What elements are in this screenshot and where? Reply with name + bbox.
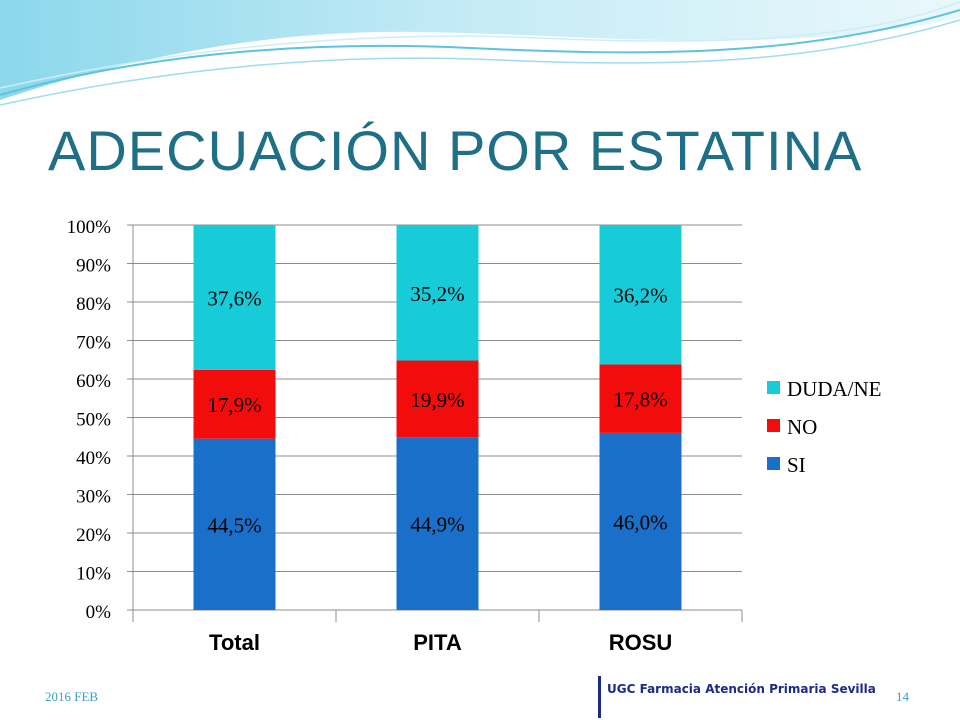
- y-tick-label: 60%: [76, 371, 111, 392]
- data-label: 44,5%: [207, 513, 261, 537]
- y-tick-label: 80%: [76, 294, 111, 315]
- footer-organization-label: UGC Farmacia Atención Primaria Sevilla: [607, 682, 876, 696]
- legend-swatch: [767, 457, 780, 470]
- footer-date: 2016 FEB: [45, 689, 99, 704]
- y-tick-label: 50%: [76, 410, 111, 431]
- bar-dudane-total: [193, 225, 276, 370]
- bar-no-rosu: [599, 364, 682, 433]
- bar-si-rosu: [599, 432, 682, 610]
- bar-dudane-pita: [396, 225, 479, 361]
- y-tick-label: 30%: [76, 487, 111, 508]
- bar-dudane-rosu: [599, 225, 682, 365]
- data-label: 46,0%: [613, 510, 667, 534]
- bar-no-total: [193, 369, 276, 439]
- legend-swatch: [767, 381, 780, 394]
- legend-label: SI: [787, 453, 806, 477]
- y-tick-label: 90%: [76, 256, 111, 277]
- y-tick-label: 0%: [86, 602, 112, 623]
- page-number: 14: [896, 689, 909, 704]
- stacked-bar-chart: 0% 10% 20% 30% 40% 50% 60% 70% 80% 90% 100% 44,5% 17…: [67, 217, 882, 655]
- data-label: 17,8%: [613, 388, 667, 412]
- footer-organization: UGC Farmacia Atención Primaria Sevilla: [598, 676, 876, 718]
- data-label: 36,2%: [613, 284, 667, 308]
- data-label: 44,9%: [410, 513, 464, 537]
- slide-title: ADECUACIÓN POR ESTATINA: [48, 119, 863, 182]
- y-tick-label: 70%: [76, 333, 111, 354]
- decorative-wave-header: [0, 0, 960, 106]
- x-tick-label: ROSU: [609, 630, 673, 655]
- bar-si-total: [193, 438, 276, 610]
- y-tick-label: 20%: [76, 525, 111, 546]
- data-label: 17,9%: [207, 393, 261, 417]
- x-tick-label: Total: [209, 630, 260, 655]
- data-label: 37,6%: [207, 286, 261, 310]
- legend-swatch: [767, 419, 780, 432]
- y-tick-label: 100%: [67, 217, 112, 238]
- y-tick-label: 10%: [76, 564, 111, 585]
- y-tick-label: 40%: [76, 448, 111, 469]
- legend-label: NO: [787, 415, 817, 439]
- legend-label: DUDA/NE: [787, 377, 882, 401]
- data-label: 19,9%: [410, 388, 464, 412]
- data-label: 35,2%: [410, 282, 464, 306]
- bar-si-pita: [396, 437, 479, 610]
- x-tick-label: PITA: [413, 630, 462, 655]
- bar-no-pita: [396, 360, 479, 438]
